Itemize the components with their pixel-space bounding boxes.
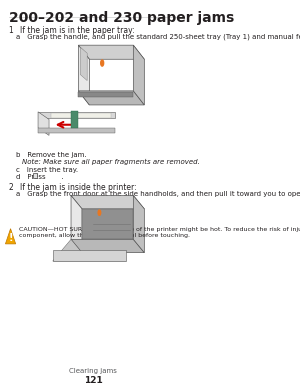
Polygon shape — [78, 91, 144, 105]
Polygon shape — [133, 196, 144, 253]
Text: b Remove the jam.: b Remove the jam. — [16, 152, 87, 158]
Text: a Grasp the front door at the side handholds, and then pull it toward you to ope: a Grasp the front door at the side handh… — [16, 191, 300, 197]
Polygon shape — [38, 112, 115, 118]
FancyBboxPatch shape — [34, 173, 37, 178]
Text: Note: Make sure all paper fragments are removed.: Note: Make sure all paper fragments are … — [22, 159, 200, 166]
Polygon shape — [5, 229, 16, 244]
Polygon shape — [53, 239, 126, 261]
Text: c Insert the tray.: c Insert the tray. — [16, 167, 78, 173]
Text: d Press       .: d Press . — [16, 174, 64, 180]
Polygon shape — [71, 239, 144, 253]
Polygon shape — [71, 196, 144, 209]
Polygon shape — [51, 113, 111, 118]
Polygon shape — [133, 45, 144, 105]
Polygon shape — [78, 92, 133, 97]
Polygon shape — [80, 47, 87, 81]
Polygon shape — [78, 45, 144, 59]
Polygon shape — [78, 45, 89, 105]
Text: 121: 121 — [84, 376, 102, 385]
Polygon shape — [38, 128, 115, 133]
Text: 1  If the jam is in the paper tray:: 1 If the jam is in the paper tray: — [9, 26, 134, 35]
Text: 200–202 and 230 paper jams: 200–202 and 230 paper jams — [9, 11, 234, 25]
Text: ✓: ✓ — [33, 173, 38, 178]
Circle shape — [98, 210, 101, 215]
Text: a Grasp the handle, and pull the standard 250-sheet tray (Tray 1) and manual fee: a Grasp the handle, and pull the standar… — [16, 34, 300, 40]
Text: CAUTION—HOT SURFACE: The inside of the printer might be hot. To reduce the risk : CAUTION—HOT SURFACE: The inside of the p… — [19, 227, 300, 238]
Polygon shape — [71, 196, 82, 253]
Polygon shape — [38, 112, 49, 135]
Text: Clearing jams: Clearing jams — [69, 367, 117, 374]
Polygon shape — [71, 111, 78, 128]
Polygon shape — [82, 209, 133, 239]
Text: 2  If the jam is inside the printer:: 2 If the jam is inside the printer: — [9, 183, 136, 192]
Text: !: ! — [8, 233, 13, 243]
Polygon shape — [53, 249, 126, 261]
Circle shape — [101, 60, 104, 66]
